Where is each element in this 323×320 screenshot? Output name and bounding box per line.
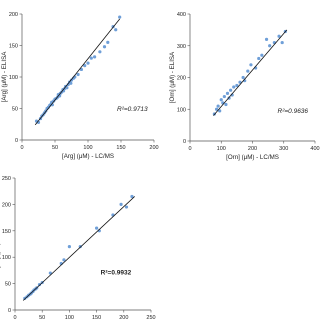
y-tick-label: 200 [9,12,18,18]
y-tick-label: 150 [2,229,11,235]
data-point [264,37,269,42]
data-point [37,283,42,287]
data-point [224,102,228,107]
x-axis-title: [Orn] (μM) - LC/MS [226,154,279,161]
y-tick-label: 50 [12,107,18,113]
data-point [229,88,233,92]
data-point [241,75,245,80]
chart-arg: 0 50 100 150 200 0 50 100 150 200 [Arg] (μM) - LC/… [1,12,159,160]
data-point [102,45,107,49]
y-tick-label: 0 [183,139,186,145]
x-tick-label: 50 [52,145,58,151]
y-tick-label: 200 [2,202,11,208]
y-axis-title: [Cit] (μM) - ELISA [0,219,1,268]
x-tick-label: 300 [279,146,288,152]
x-tick-label: 100 [65,315,74,320]
x-tick-label: 400 [310,146,319,152]
x-tick-label: 200 [149,145,158,151]
r-squared-annotation: R²=0.9636 [278,108,309,115]
data-point [260,53,264,57]
data-point [235,83,239,88]
x-tick-label: 250 [146,315,155,320]
x-tick-label: 150 [92,315,101,320]
regression-line [213,29,288,116]
data-point [214,107,219,111]
data-point [89,56,93,60]
data-point [218,109,222,113]
data-point [69,81,73,85]
data-point [257,56,261,61]
data-point [249,63,253,67]
data-point [114,28,118,32]
r-squared-annotation: R²=0.9713 [117,106,148,113]
data-point [118,15,122,19]
x-tick-label: 100 [217,146,226,152]
x-tick-label: 0 [20,145,23,151]
x-axis-title: [Arg] (μM) - LC/MS [62,153,114,160]
y-tick-label: 200 [177,76,186,82]
y-tick-label: 400 [177,12,186,18]
data-point [277,34,281,38]
data-point [124,205,129,209]
data-point [280,40,284,45]
data-point [119,202,123,206]
data-point [222,94,226,99]
y-axis-title: [Orn] (μM) - ELISA [169,51,176,103]
data-point [216,104,220,108]
data-point [93,55,97,59]
data-point [86,61,90,65]
x-tick-label: 50 [39,315,45,320]
data-point [219,98,223,102]
x-tick-label: 200 [119,315,128,320]
y-tick-label: 0 [15,138,18,144]
y-tick-label: 150 [9,44,18,50]
data-point [227,96,231,100]
data-point [106,40,110,44]
y-tick-label: 100 [2,255,11,261]
y-tick-label: 100 [177,107,186,113]
x-tick-label: 100 [83,145,92,151]
data-point [232,85,236,89]
x-tick-label: 0 [188,146,191,152]
y-tick-label: 0 [8,308,11,314]
data-point [83,64,87,68]
data-point [66,82,70,87]
data-point [62,258,66,262]
regression-line [22,196,135,301]
data-point [76,72,80,77]
chart-cit: 0 50 100 150 200 250 0 50 100 150 200 250 [Cit] (μM)… [0,176,156,320]
x-tick-label: 200 [248,146,257,152]
data-point [225,91,230,95]
r-squared-annotation: R²=0.9932 [101,269,132,276]
x-tick-label: 150 [116,145,125,151]
chart-orn: 0 100 200 300 400 0 100 200 300 400 [Orn] (μM) - L… [169,12,320,161]
y-tick-label: 250 [2,176,11,182]
data-point [65,86,69,90]
y-tick-label: 50 [5,282,11,288]
data-point [130,194,134,199]
data-point [246,69,250,73]
x-tick-label: 0 [13,315,16,320]
y-axis-title: [Arg] (μM) - ELISA [1,51,8,103]
y-tick-label: 300 [177,44,186,50]
data-point [98,50,102,54]
data-point [268,44,272,48]
data-point [67,245,71,249]
y-tick-label: 100 [9,75,18,81]
regression-line [34,18,120,126]
data-point [95,226,99,230]
